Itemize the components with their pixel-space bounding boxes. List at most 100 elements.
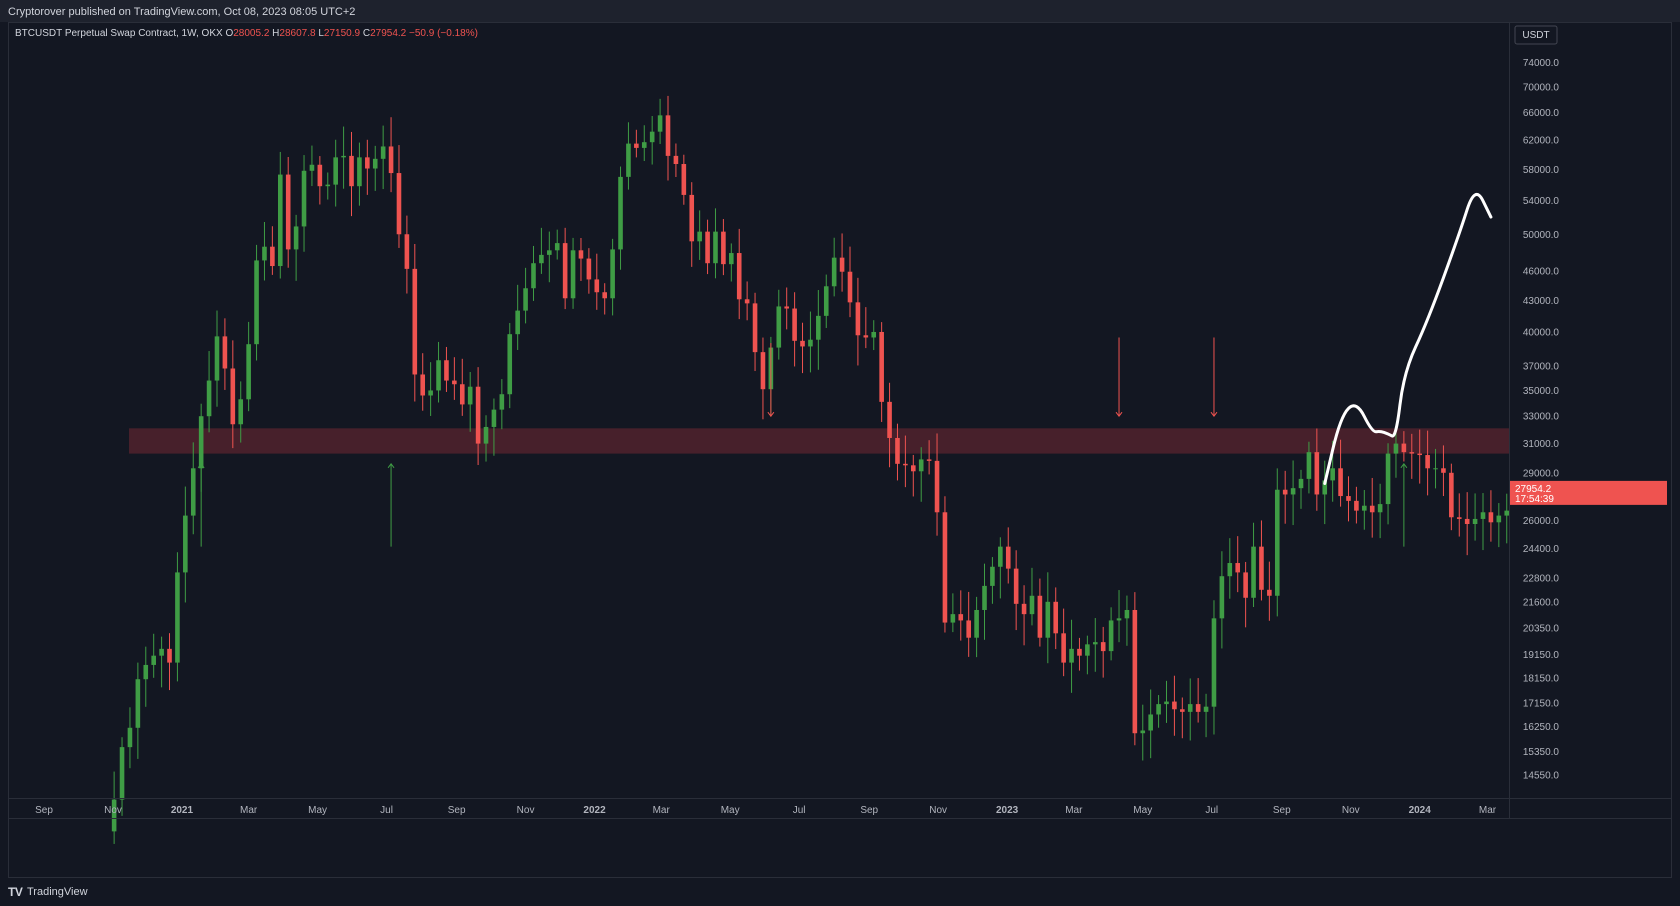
candle-body[interactable] xyxy=(222,336,228,369)
candle-body[interactable] xyxy=(736,253,742,300)
candle-body[interactable] xyxy=(1441,468,1446,473)
candle-body[interactable] xyxy=(475,386,481,444)
candle-body[interactable] xyxy=(1425,455,1430,469)
candle-body[interactable] xyxy=(1480,512,1486,519)
candle-body[interactable] xyxy=(357,157,362,187)
candle-body[interactable] xyxy=(1488,512,1494,523)
candle-body[interactable] xyxy=(657,115,663,132)
candle-body[interactable] xyxy=(246,344,251,400)
candle-body[interactable] xyxy=(1116,618,1122,621)
candle-body[interactable] xyxy=(1377,504,1383,513)
candle-body[interactable] xyxy=(1306,452,1312,479)
candle-body[interactable] xyxy=(254,260,259,345)
candle-body[interactable] xyxy=(990,566,995,586)
candle-body[interactable] xyxy=(776,306,782,348)
candle-body[interactable] xyxy=(705,231,710,264)
candle-body[interactable] xyxy=(444,360,449,381)
candle-body[interactable] xyxy=(365,157,370,169)
candle-body[interactable] xyxy=(404,234,410,269)
candle-body[interactable] xyxy=(341,155,346,158)
chart-frame[interactable]: USDT 74000.0 70000.0 66000.0 62000.0 58000.0 5… xyxy=(8,22,1672,878)
candle-body[interactable] xyxy=(1464,518,1470,524)
candle-body[interactable] xyxy=(1243,572,1248,598)
candle-body[interactable] xyxy=(1393,443,1399,454)
candle-body[interactable] xyxy=(792,308,797,341)
candle-body[interactable] xyxy=(483,426,489,444)
candle-body[interactable] xyxy=(1290,488,1296,495)
candle-body[interactable] xyxy=(1338,468,1343,497)
candle-body[interactable] xyxy=(175,572,180,663)
candle-body[interactable] xyxy=(1108,620,1114,652)
candle-body[interactable] xyxy=(863,335,869,338)
candle-body[interactable] xyxy=(412,268,418,375)
candle-body[interactable] xyxy=(744,299,750,304)
candle-body[interactable] xyxy=(1156,704,1161,715)
candle-body[interactable] xyxy=(262,246,267,261)
candle-body[interactable] xyxy=(396,173,402,235)
candle-body[interactable] xyxy=(910,465,916,472)
candle-body[interactable] xyxy=(317,164,323,187)
candle-body[interactable] xyxy=(974,609,979,638)
candle-body[interactable] xyxy=(626,143,631,177)
candle-body[interactable] xyxy=(277,174,283,267)
candle-body[interactable] xyxy=(1354,500,1359,511)
candle-body[interactable] xyxy=(839,257,845,272)
candle-body[interactable] xyxy=(1346,496,1351,501)
candle-body[interactable] xyxy=(285,174,291,250)
candle-body[interactable] xyxy=(1496,515,1502,523)
candle-body[interactable] xyxy=(570,250,576,299)
candle-body[interactable] xyxy=(903,463,908,466)
candle-body[interactable] xyxy=(1148,714,1153,731)
candle-body[interactable] xyxy=(372,158,378,169)
candle-body[interactable] xyxy=(578,250,584,259)
candle-body[interactable] xyxy=(301,170,307,227)
candle-body[interactable] xyxy=(1298,478,1304,489)
candle-body[interactable] xyxy=(159,648,164,656)
candle-body[interactable] xyxy=(673,155,679,165)
candle-body[interactable] xyxy=(143,664,149,680)
candle-body[interactable] xyxy=(198,416,204,469)
candle-body[interactable] xyxy=(151,655,156,665)
candle-body[interactable] xyxy=(1433,468,1438,470)
candle-body[interactable] xyxy=(428,390,433,396)
candle-body[interactable] xyxy=(1132,609,1138,734)
candle-body[interactable] xyxy=(1267,589,1272,596)
candle-body[interactable] xyxy=(602,292,608,299)
candle-body[interactable] xyxy=(1282,489,1288,495)
candle-body[interactable] xyxy=(507,334,513,395)
candle-body[interactable] xyxy=(934,460,940,513)
candle-body[interactable] xyxy=(855,302,861,336)
candle-body[interactable] xyxy=(1187,704,1193,712)
candle-body[interactable] xyxy=(1164,701,1169,705)
candle-body[interactable] xyxy=(499,394,505,410)
candle-body[interactable] xyxy=(1021,603,1027,615)
candle-body[interactable] xyxy=(214,336,220,381)
candle-body[interactable] xyxy=(1504,510,1510,516)
candle-body[interactable] xyxy=(127,727,133,748)
candle-body[interactable] xyxy=(1409,452,1415,454)
candle-body[interactable] xyxy=(610,249,615,299)
candle-body[interactable] xyxy=(697,231,702,242)
candle-body[interactable] xyxy=(206,380,212,417)
projection-drawing[interactable] xyxy=(1323,192,1493,485)
candle-body[interactable] xyxy=(942,512,948,623)
candle-body[interactable] xyxy=(491,409,497,427)
candle-body[interactable] xyxy=(634,143,639,148)
candle-body[interactable] xyxy=(562,243,568,299)
candle-body[interactable] xyxy=(586,258,592,280)
candle-body[interactable] xyxy=(135,679,141,728)
candle-body[interactable] xyxy=(349,155,354,187)
candle-body[interactable] xyxy=(1362,505,1367,511)
candle-body[interactable] xyxy=(784,306,789,309)
candle-body[interactable] xyxy=(1385,453,1391,505)
candle-body[interactable] xyxy=(713,231,718,264)
candle-body[interactable] xyxy=(1069,648,1074,663)
candle-body[interactable] xyxy=(1401,443,1407,453)
candle-body[interactable] xyxy=(531,263,536,289)
candle-body[interactable] xyxy=(1195,704,1201,712)
candle-body[interactable] xyxy=(1472,518,1478,524)
candle-body[interactable] xyxy=(847,271,853,303)
candle-body[interactable] xyxy=(1274,489,1280,596)
candle-body[interactable] xyxy=(523,288,528,311)
candle-body[interactable] xyxy=(1077,648,1082,656)
